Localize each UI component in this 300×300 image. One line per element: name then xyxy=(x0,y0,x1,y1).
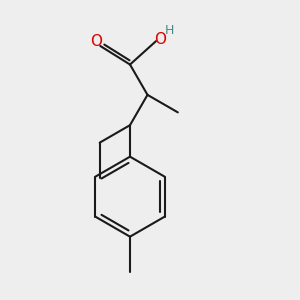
Text: O: O xyxy=(90,34,102,50)
Text: H: H xyxy=(165,24,174,37)
Text: O: O xyxy=(154,32,166,47)
